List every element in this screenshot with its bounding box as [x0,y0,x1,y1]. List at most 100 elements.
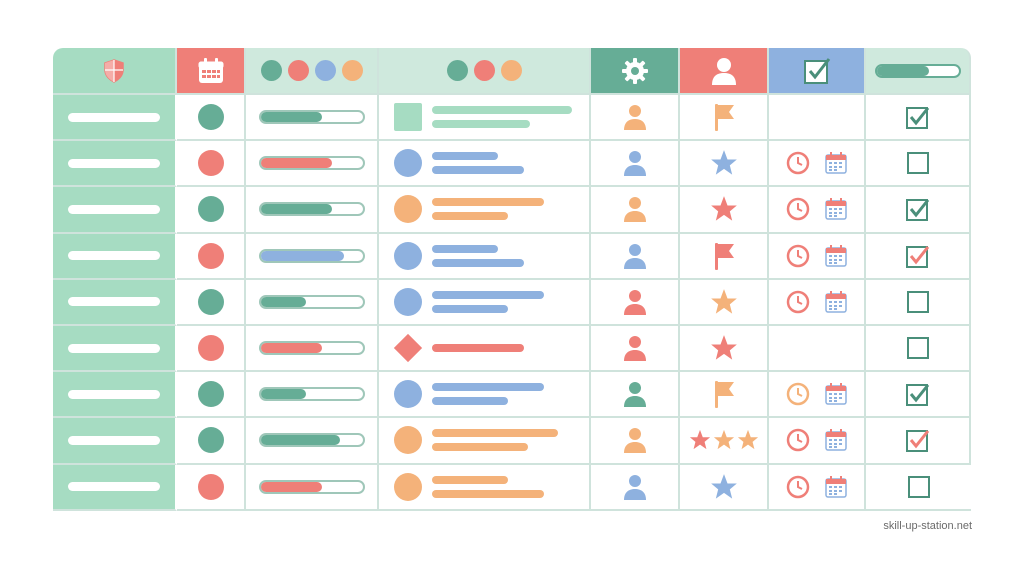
person-icon [623,382,646,408]
header-calendar[interactable] [177,48,246,95]
schedule-cell[interactable] [769,279,866,326]
schedule-cell[interactable] [769,233,866,280]
text-line [432,475,508,484]
progress-cell [246,187,379,234]
header-gear[interactable] [591,48,680,95]
header-shield[interactable] [53,48,177,95]
row-label[interactable] [53,233,177,280]
text-line [432,120,530,129]
progress-cell [246,325,379,373]
item-cell[interactable] [379,325,591,373]
checkbox-cell[interactable] [866,465,971,511]
row-label[interactable] [53,95,177,142]
item-cell[interactable] [379,418,591,465]
assignee-cell[interactable] [591,418,680,465]
user-icon [711,57,736,85]
row-label[interactable] [53,279,177,326]
calendar-icon [824,290,847,313]
row-label[interactable] [53,141,177,188]
header-user[interactable] [680,48,769,95]
progress-bar [258,387,365,402]
circle-icon [394,149,422,178]
schedule-cell[interactable] [769,95,866,142]
label-placeholder [68,297,160,307]
checkbox-empty-icon [907,475,930,498]
checkbox-cell[interactable] [866,141,971,188]
item-cell[interactable] [379,141,591,188]
schedule-cell[interactable] [769,325,866,373]
row-label[interactable] [53,325,177,373]
item-cell[interactable] [379,464,591,511]
assignee-cell[interactable] [591,325,680,373]
clock-icon [786,244,809,267]
checkbox-checked-icon [905,245,929,268]
label-placeholder [68,112,160,122]
item-cell[interactable] [379,95,591,142]
square-icon [394,103,422,132]
assignee-cell[interactable] [591,187,680,234]
schedule-cell[interactable] [769,464,866,511]
checkbox-cell[interactable] [866,418,971,465]
assignee-cell[interactable] [591,95,680,142]
marker-cell[interactable] [680,372,769,419]
checkbox-cell[interactable] [866,325,971,373]
assignee-cell[interactable] [591,372,680,419]
progress-cell [246,372,379,419]
checkbox-empty-icon [906,337,929,360]
star-icon [689,430,710,450]
schedule-cell[interactable] [769,141,866,188]
progress-cell [246,141,379,188]
progress-bar [258,341,365,356]
row-label[interactable] [53,418,177,465]
item-cell[interactable] [379,279,591,326]
row-label[interactable] [53,187,177,234]
assignee-cell[interactable] [591,141,680,188]
schedule-cell[interactable] [769,372,866,419]
assignee-cell[interactable] [591,233,680,280]
checkbox-cell[interactable] [866,233,971,280]
checkbox-checked-icon [905,430,929,453]
header-color-dots-3[interactable] [379,48,591,95]
checkbox-cell[interactable] [866,372,971,419]
status-cell [177,187,246,234]
marker-cell[interactable] [680,418,769,465]
marker-cell[interactable] [680,233,769,280]
assignee-cell[interactable] [591,279,680,326]
checkbox-cell[interactable] [866,279,971,326]
data-grid [53,48,971,511]
status-cell [177,325,246,373]
schedule-cell[interactable] [769,187,866,234]
status-dot [197,427,224,454]
marker-cell[interactable] [680,187,769,234]
schedule-cell[interactable] [769,418,866,465]
item-cell[interactable] [379,187,591,234]
assignee-cell[interactable] [591,464,680,511]
marker-cell[interactable] [680,95,769,142]
row-label[interactable] [53,464,177,511]
item-cell[interactable] [379,372,591,419]
progress-bar [258,294,365,309]
status-dot [197,288,224,315]
person-icon [623,243,646,269]
marker-cell[interactable] [680,325,769,373]
checkbox-cell[interactable] [866,187,971,234]
marker-cell[interactable] [680,464,769,511]
clock-icon [786,429,809,452]
header-color-dots-4[interactable] [246,48,379,95]
checkbox-checked-icon [803,57,830,84]
marker-cell[interactable] [680,141,769,188]
color-dot-blue [314,60,336,81]
row-label[interactable] [53,372,177,419]
color-dot-orange [500,60,522,81]
status-cell [177,233,246,280]
item-cell[interactable] [379,233,591,280]
checkbox-cell[interactable] [866,95,971,142]
text-line [432,443,528,452]
header-progress[interactable] [866,48,971,95]
text-line [432,258,524,267]
calendar-icon [824,429,847,452]
progress-bar [258,110,365,125]
header-checkbox[interactable] [769,48,866,95]
marker-cell[interactable] [680,279,769,326]
calendar-icon [198,57,223,83]
